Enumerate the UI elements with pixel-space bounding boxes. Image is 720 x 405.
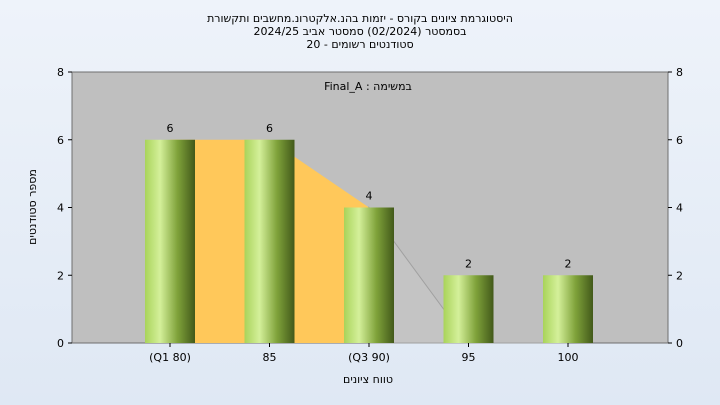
y-tick-right-label-8: 8 bbox=[676, 66, 683, 79]
bars-layer bbox=[145, 139, 593, 343]
x-axis-label: טווח ציונים bbox=[343, 373, 393, 386]
y-tick-left-label-0: 0 bbox=[57, 337, 64, 350]
x-tick-label-2: 85 bbox=[263, 351, 277, 364]
y-tick-left-label-2: 2 bbox=[57, 269, 64, 282]
y-tick-left-label-6: 6 bbox=[57, 134, 64, 147]
data-label-4: 2 bbox=[465, 257, 472, 270]
data-labels-layer: 6 6 4 2 2 bbox=[167, 122, 572, 271]
data-label-2: 6 bbox=[266, 122, 273, 135]
y-tick-left-label-8: 8 bbox=[57, 66, 64, 79]
data-label-1: 6 bbox=[167, 122, 174, 135]
bar-4 bbox=[443, 275, 494, 343]
data-label-3: 4 bbox=[366, 190, 373, 203]
chart-title-line-2: בסמסטר (02/2024) סמסטר אביב 2024/25 bbox=[253, 25, 466, 38]
bar-1 bbox=[145, 139, 195, 343]
y-axis-label: מספר סטודנטים bbox=[26, 169, 39, 245]
bar-2 bbox=[244, 139, 295, 343]
assignment-subtitle: במשימה : Final_A bbox=[324, 80, 412, 93]
y-tick-right-label-4: 4 bbox=[676, 202, 683, 215]
y-tick-left-label-4: 4 bbox=[57, 202, 64, 215]
y-tick-right-label-2: 2 bbox=[676, 269, 683, 282]
bar-5 bbox=[543, 275, 593, 343]
y-tick-right-label-0: 0 bbox=[676, 337, 683, 350]
data-label-5: 2 bbox=[565, 257, 572, 270]
x-tick-label-5: 100 bbox=[558, 351, 579, 364]
x-tick-label-1: (Q1 80) bbox=[149, 351, 191, 364]
x-axis-ticks: (Q1 80) 85 (Q3 90) 95 100 bbox=[149, 343, 579, 364]
chart-title-line-1: היסטוגרמת ציונים בקורס - יזמות בהנ.אלקטר… bbox=[207, 12, 513, 25]
y-axis-right-ticks: 0 2 4 6 8 bbox=[668, 66, 683, 350]
chart-title-line-3: סטודנטים רשומים - 20 bbox=[306, 38, 413, 51]
x-tick-label-3: (Q3 90) bbox=[348, 351, 390, 364]
y-axis-left-ticks: 0 2 4 6 8 bbox=[57, 66, 72, 350]
y-tick-right-label-6: 6 bbox=[676, 134, 683, 147]
bar-3 bbox=[344, 207, 394, 343]
x-tick-label-4: 95 bbox=[462, 351, 476, 364]
